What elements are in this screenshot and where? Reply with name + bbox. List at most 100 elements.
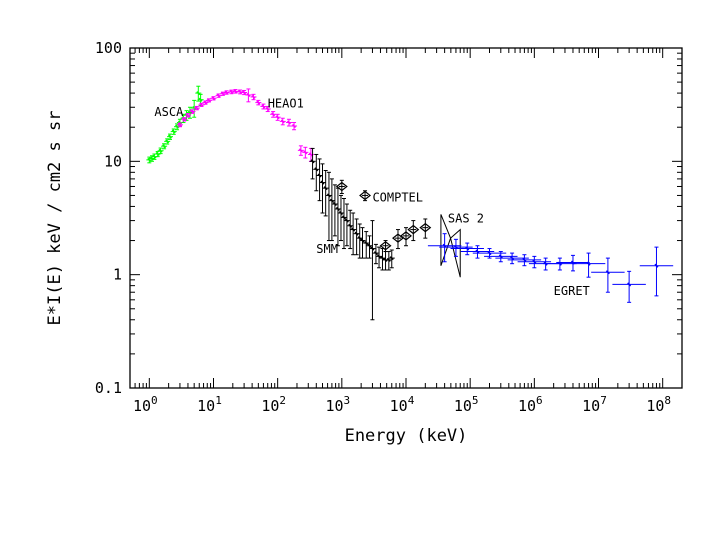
point-mark	[271, 112, 276, 117]
plot-frame	[129, 47, 683, 389]
data-point	[164, 138, 171, 145]
point-mark	[171, 129, 176, 134]
data-point	[382, 251, 389, 271]
y-tick-label: 0.1	[95, 379, 122, 397]
data-point	[335, 179, 348, 195]
diamond-marker	[400, 231, 412, 241]
point-mark	[341, 215, 347, 220]
data-point	[191, 99, 198, 118]
data-point	[343, 203, 350, 247]
annotation-egret: EGRET	[554, 284, 590, 298]
data-point	[543, 257, 577, 271]
series-asca	[146, 85, 204, 164]
point-mark	[298, 148, 303, 153]
annotation-asca: ASCA	[154, 105, 184, 119]
point-mark	[275, 115, 280, 120]
point-mark	[224, 90, 229, 95]
point-mark	[229, 89, 234, 94]
data-point	[366, 235, 373, 259]
x-tick-label: 104	[390, 394, 415, 415]
data-point	[176, 122, 183, 128]
series-heao1	[176, 88, 314, 162]
y-tick-label: 1	[113, 266, 122, 284]
point-mark	[182, 117, 187, 122]
point-mark	[185, 113, 190, 118]
data-point	[198, 102, 205, 107]
point-mark	[152, 154, 157, 159]
point-mark	[314, 167, 319, 172]
data-point	[379, 240, 392, 253]
data-point	[407, 220, 420, 242]
point-mark	[158, 148, 163, 153]
data-point	[202, 100, 209, 105]
point-mark	[233, 89, 238, 94]
point-mark	[475, 249, 480, 254]
data-point	[146, 156, 153, 164]
x-tick-label: 101	[197, 394, 222, 415]
data-marks	[146, 85, 674, 321]
data-point	[274, 113, 281, 121]
data-point	[331, 184, 338, 237]
data-point	[612, 270, 646, 303]
point-mark	[332, 202, 337, 207]
point-mark	[155, 151, 160, 157]
annotation-comptel: COMPTEL	[372, 191, 423, 205]
data-point	[372, 243, 379, 265]
data-point	[219, 91, 226, 96]
data-point	[279, 117, 286, 126]
data-point	[193, 105, 200, 111]
annotations: ASCA HEAO1 COMPTEL SAS 2 SMM EGRET	[154, 96, 589, 298]
point-mark	[335, 206, 340, 211]
point-mark	[203, 100, 208, 105]
point-mark	[220, 91, 225, 96]
diamond-marker	[335, 181, 348, 192]
series-sas-2	[440, 214, 461, 278]
sas2-bowtie	[440, 214, 461, 278]
point-mark	[265, 106, 270, 111]
data-point	[591, 257, 625, 293]
data-point	[316, 158, 323, 202]
data-point	[215, 93, 222, 98]
data-point	[170, 128, 177, 135]
data-point	[291, 122, 298, 131]
point-mark	[194, 106, 199, 111]
data-point	[376, 246, 383, 269]
point-mark	[654, 263, 659, 268]
point-mark	[199, 102, 204, 107]
data-point	[232, 89, 239, 94]
data-point	[270, 111, 277, 118]
point-mark	[167, 134, 173, 139]
x-tick-label: 102	[261, 394, 286, 415]
data-point	[184, 113, 191, 118]
data-point	[359, 227, 366, 259]
series-comptel	[335, 179, 432, 253]
data-point	[507, 254, 542, 267]
point-mark	[367, 243, 372, 248]
data-point	[260, 103, 267, 110]
data-point	[369, 220, 376, 321]
point-mark	[216, 93, 221, 98]
data-point	[337, 194, 344, 242]
point-mark	[323, 186, 328, 191]
data-point	[189, 109, 196, 114]
x-tick-label: 103	[325, 394, 350, 415]
diamond-marker	[407, 224, 420, 235]
y-tick-label: 100	[95, 39, 122, 57]
data-point	[450, 242, 484, 256]
point-mark	[348, 223, 353, 228]
point-mark	[320, 180, 325, 185]
data-point	[392, 229, 404, 250]
axes: 100 101 102 103 104 105 106 107 108 0.1 1 10 100	[95, 39, 683, 415]
point-mark	[364, 241, 369, 246]
point-mark	[373, 251, 378, 256]
point-mark	[165, 139, 170, 144]
point-mark	[383, 257, 388, 262]
x-tick-label: 108	[646, 394, 671, 415]
point-mark	[242, 90, 247, 95]
point-mark	[386, 257, 391, 262]
data-point	[353, 218, 360, 256]
x-tick-label: 106	[518, 394, 543, 415]
annotation-smm: SMM	[316, 242, 338, 256]
point-mark	[256, 100, 261, 105]
